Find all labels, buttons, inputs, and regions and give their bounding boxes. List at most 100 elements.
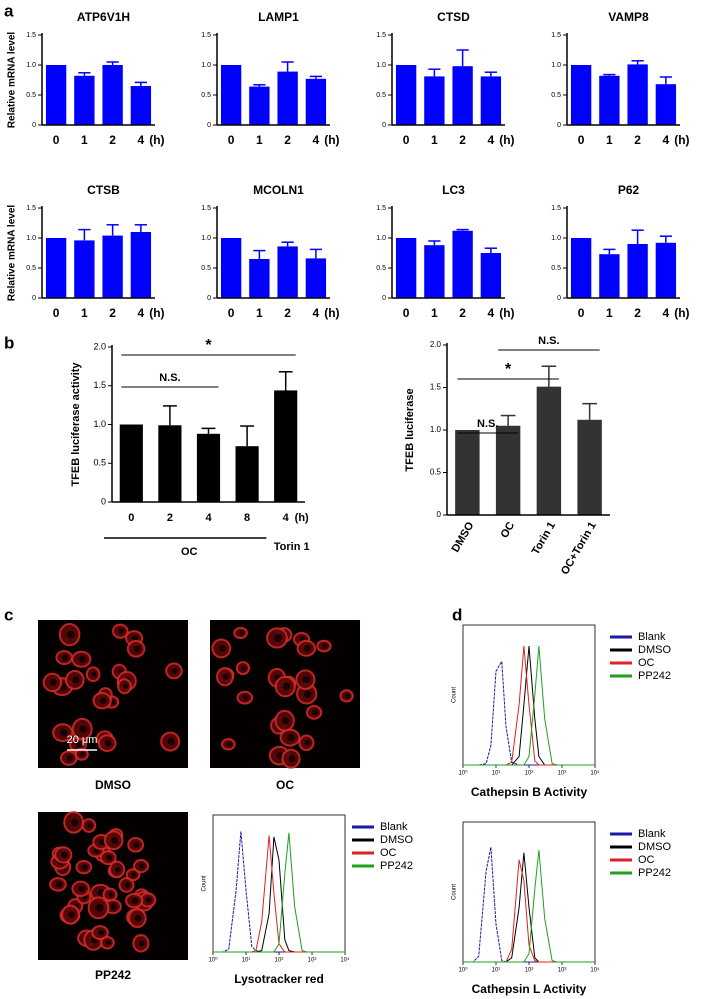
significance-label: * [205,337,212,354]
x-tick-label: 1 [256,133,263,147]
nucleus [61,851,68,859]
y-tick-label: 0 [382,122,386,129]
bar [570,238,592,298]
x-tick-label: 4 [138,306,145,320]
x-tick-label: 10² [525,968,534,974]
y-tick-label: 1.5 [201,205,211,212]
x-tick-label: 2 [109,306,116,320]
x-tick-label: 4 [663,133,670,147]
legend-label: Blank [380,821,408,833]
bar [480,253,502,298]
chart-title: ATP6V1H [77,10,130,24]
y-axis-label: TFEB luciferase activity [70,362,82,487]
bar [220,238,242,298]
x-unit: (h) [324,306,339,320]
bar [102,65,123,125]
x-tick-label: 10² [275,958,284,964]
nucleus [138,940,145,947]
nucleus [62,654,69,661]
bar [249,259,270,298]
panel-label: b [4,333,14,352]
legend-label: Blank [638,828,666,840]
x-tick-label: 2 [109,133,116,147]
legend-label: PP242 [638,867,671,879]
x-unit: (h) [674,306,689,320]
bar [305,78,327,125]
x-tick-label: 10³ [308,958,317,964]
histogram-curve [213,832,345,953]
y-tick-label: 0.5 [93,458,106,468]
x-tick-label: 0 [578,133,585,147]
significance-label: N.S. [477,418,498,430]
nucleus [87,823,93,829]
nucleus [97,929,105,936]
bar [119,424,143,502]
x-tick-label: 1 [256,306,263,320]
nucleus [222,673,230,680]
x-tick-label: 2 [459,133,466,147]
bar [570,65,592,125]
x-tick-label: 10⁰ [458,967,468,974]
nucleus [118,628,125,635]
bar [249,86,270,125]
legend-label: DMSO [380,834,413,846]
x-tick-label: 0 [578,306,585,320]
x-tick-label: 1 [81,306,88,320]
x-unit: (h) [499,133,514,147]
nucleus [95,903,104,912]
y-tick-label: 0.5 [551,92,561,99]
y-tick-label: 1.5 [376,205,386,212]
histogram-curve [463,849,595,963]
bar [395,65,417,125]
x-tick-label: OC [499,520,518,540]
y-tick-label: 1.5 [551,205,561,212]
image-label: PP242 [95,968,131,982]
panel-label: c [4,605,13,624]
x-axis-label: Cathepsin L Activity [472,982,587,996]
x-tick-label: 4 [488,133,495,147]
x-tick-label: 10² [525,771,534,777]
panel-label: a [4,1,14,20]
y-axis-label: Count [202,875,208,891]
legend-label: DMSO [638,841,671,853]
y-tick-label: 0.5 [201,265,211,272]
significance-label: * [505,361,512,378]
x-tick-label: 10⁴ [590,770,600,777]
x-tick-label: 0 [53,133,60,147]
x-tick-label: 2 [284,306,291,320]
scale-bar-label: 20 μm [67,734,98,746]
nucleus [303,689,312,698]
x-tick-label: Torin 1 [530,520,558,557]
nucleus [302,676,311,684]
nucleus [287,733,295,742]
x-tick-label: 2 [459,306,466,320]
nucleus [122,683,129,689]
y-axis-label: Relative mRNA level [7,205,18,302]
x-tick-label: OC+Torin 1 [559,520,599,577]
y-tick-label: 1.0 [26,235,36,242]
panel-label: d [452,605,462,624]
x-axis-label: Lysotracker red [234,972,324,986]
nucleus [104,739,112,747]
nucleus [106,854,113,861]
chart-title: MCOLN1 [253,183,304,197]
x-tick-label: 10¹ [492,771,501,777]
y-tick-label: 0 [207,295,211,302]
nucleus [68,911,75,919]
image-label: OC [276,778,294,792]
x-tick-label: 1 [431,133,438,147]
bar [158,425,182,502]
nucleus [108,891,114,898]
x-tick-label: 10⁰ [458,770,468,777]
group-label: Torin 1 [274,541,310,553]
nucleus [59,728,68,737]
y-tick-label: 0 [437,510,442,519]
y-tick-label: 0.5 [201,92,211,99]
legend-label: PP242 [638,670,671,682]
chart-title: P62 [618,183,640,197]
x-tick-label: 4 [313,306,320,320]
bar [274,390,298,502]
nucleus [78,655,86,663]
nucleus [131,897,139,904]
y-tick-label: 1.0 [376,235,386,242]
